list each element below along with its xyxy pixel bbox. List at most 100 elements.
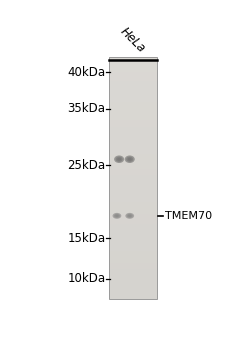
Bar [109, 269, 157, 272]
Bar [109, 172, 157, 175]
Bar [109, 293, 157, 296]
Bar [109, 87, 157, 90]
Bar [109, 102, 157, 105]
Bar [109, 223, 157, 226]
Bar [109, 275, 157, 278]
Bar [109, 260, 157, 263]
Bar [109, 281, 157, 284]
Bar [109, 75, 157, 78]
Bar [109, 193, 157, 196]
Ellipse shape [128, 215, 131, 217]
Bar [109, 202, 157, 205]
Ellipse shape [125, 213, 134, 219]
Bar [109, 96, 157, 99]
Bar [109, 190, 157, 193]
Bar [109, 120, 157, 124]
Bar [109, 266, 157, 269]
Ellipse shape [127, 214, 133, 218]
Ellipse shape [115, 215, 119, 217]
Ellipse shape [113, 213, 121, 219]
Bar [109, 284, 157, 287]
Bar [109, 78, 157, 81]
Bar [109, 135, 157, 139]
Text: HeLa: HeLa [118, 25, 148, 55]
Ellipse shape [117, 158, 121, 161]
Bar [109, 232, 157, 236]
Ellipse shape [116, 156, 123, 162]
Bar [109, 63, 157, 66]
Bar [109, 145, 157, 148]
Bar [109, 257, 157, 260]
Bar [109, 178, 157, 181]
Bar [109, 254, 157, 257]
Bar [109, 160, 157, 163]
Bar [109, 156, 157, 160]
Bar [109, 245, 157, 248]
Bar [109, 163, 157, 166]
Bar [109, 150, 157, 154]
Bar [109, 229, 157, 233]
Bar [109, 187, 157, 190]
Bar [109, 220, 157, 224]
Bar [109, 199, 157, 202]
Bar [109, 111, 157, 114]
Bar [109, 129, 157, 133]
Ellipse shape [114, 155, 124, 163]
Bar [109, 184, 157, 187]
Bar [109, 247, 157, 251]
Text: 40kDa: 40kDa [67, 66, 105, 79]
Bar [109, 205, 157, 208]
Bar [109, 126, 157, 130]
Bar [109, 57, 157, 60]
Bar [109, 169, 157, 172]
Bar [109, 226, 157, 230]
Bar [109, 238, 157, 242]
Bar [109, 99, 157, 102]
Bar [109, 105, 157, 108]
Bar [109, 84, 157, 87]
Bar [109, 278, 157, 281]
Bar [109, 296, 157, 299]
Bar [109, 57, 157, 299]
Bar [109, 72, 157, 75]
Bar [109, 241, 157, 245]
Bar [109, 272, 157, 275]
Bar [109, 90, 157, 93]
Bar [109, 117, 157, 120]
Ellipse shape [125, 155, 135, 163]
Bar [109, 66, 157, 69]
Bar [109, 123, 157, 127]
Bar [109, 69, 157, 72]
Bar [109, 147, 157, 151]
Bar [109, 60, 157, 63]
Bar [109, 81, 157, 84]
Ellipse shape [128, 158, 132, 161]
Bar [109, 181, 157, 184]
Text: 35kDa: 35kDa [67, 102, 105, 116]
Bar [109, 93, 157, 96]
Text: 15kDa: 15kDa [67, 232, 105, 245]
Bar [109, 214, 157, 217]
Bar [109, 132, 157, 136]
Bar [109, 166, 157, 169]
Bar [109, 263, 157, 266]
Bar [109, 217, 157, 220]
Bar [109, 287, 157, 290]
Ellipse shape [114, 214, 120, 218]
Text: 25kDa: 25kDa [67, 159, 105, 172]
Bar [109, 175, 157, 178]
Bar [109, 108, 157, 111]
Bar [109, 236, 157, 239]
Bar [109, 251, 157, 254]
Bar [109, 154, 157, 157]
Bar [109, 138, 157, 142]
Bar [109, 211, 157, 215]
Text: TMEM70: TMEM70 [165, 211, 212, 221]
Bar [109, 196, 157, 199]
Bar [109, 290, 157, 293]
Bar [109, 208, 157, 211]
Text: 10kDa: 10kDa [67, 272, 105, 285]
Bar [109, 114, 157, 118]
Ellipse shape [126, 156, 133, 162]
Bar [109, 141, 157, 145]
